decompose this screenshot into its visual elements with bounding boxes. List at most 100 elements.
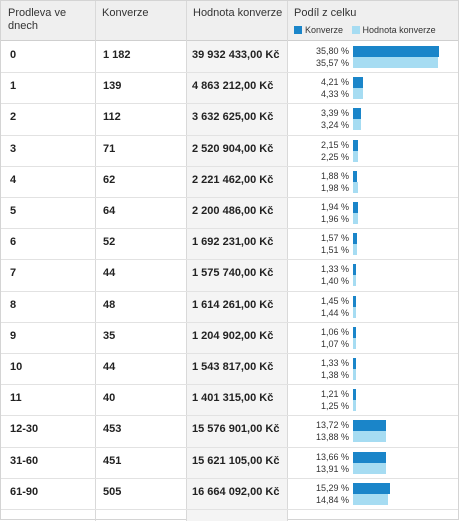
value-share-label: 1,98 % (320, 182, 349, 193)
value-cell: 1 204 902,00 Kč (192, 329, 274, 342)
value-share-label: 1,40 % (320, 276, 349, 287)
conversions-share-label: 1,06 % (320, 326, 349, 337)
value-share-bar (353, 275, 357, 287)
delay-cell: 11 (10, 392, 22, 405)
delay-cell: 7 (10, 267, 17, 280)
conversions-share-label: 3,39 % (320, 108, 349, 119)
value-column-shading (187, 41, 287, 521)
conversions-cell: 40 (103, 392, 116, 405)
delay-cell: 3 (10, 142, 17, 155)
conversions-cell: 453 (103, 423, 122, 436)
value-share-label: 2,25 % (320, 151, 349, 162)
value-share-label: 1,51 % (320, 245, 349, 256)
conversions-share-bar (353, 77, 364, 89)
conversions-share-bar (353, 139, 359, 151)
value-share-bar (353, 400, 356, 412)
conversions-share-label: 1,88 % (320, 170, 349, 181)
value-share-label: 4,33 % (320, 89, 349, 100)
table-row[interactable]: 61-90 505 16 664 092,00 Kč 15,29 % 14,84 % (1, 479, 458, 510)
delay-cell: 5 (10, 205, 17, 217)
table-row[interactable]: 10 44 1 543 817,00 Kč 1,33 % 1,38 % (1, 354, 458, 386)
conversions-cell: 71 (103, 142, 116, 155)
value-share-bar (353, 369, 357, 380)
conversions-share-label: 1,57 % (320, 233, 349, 244)
value-share-label: 1,38 % (320, 370, 349, 380)
table-row[interactable]: 12-30 453 15 576 901,00 Kč 13,72 % 13,88 % (1, 416, 458, 448)
header-delay[interactable]: Prodleva ve dnech (8, 7, 67, 32)
column-divider (287, 1, 288, 521)
conversions-cell: 48 (103, 298, 116, 311)
conversions-cell: 451 (103, 454, 122, 467)
delay-cell: 61-90 (10, 485, 39, 498)
value-share-bar (353, 462, 387, 474)
conversions-share-bar (353, 46, 439, 57)
conversions-cell: 64 (103, 205, 116, 217)
table-row[interactable]: 11 40 1 401 315,00 Kč 1,21 % 1,25 % (1, 385, 458, 417)
value-share-label: 3,24 % (320, 120, 349, 131)
value-share-bar (353, 88, 364, 100)
legend-value-label: Hodnota konverze (362, 25, 436, 35)
table-row[interactable]: 8 48 1 614 261,00 Kč 1,45 % 1,44 % (1, 292, 458, 323)
conversions-share-label: 1,21 % (320, 389, 349, 400)
value-cell: 2 520 904,00 Kč (192, 142, 274, 155)
header-share[interactable]: Podíl z celku (294, 7, 357, 19)
legend-conversions-swatch (294, 26, 302, 34)
value-cell: 16 664 092,00 Kč (192, 485, 280, 498)
conversions-cell: 112 (103, 111, 121, 124)
value-share-label: 1,44 % (320, 307, 349, 318)
delay-cell: 31-60 (10, 454, 39, 467)
value-share-bar (353, 431, 387, 443)
table-row[interactable]: 4 62 2 221 462,00 Kč 1,88 % 1,98 % (1, 167, 458, 198)
conversions-share-label: 35,80 % (315, 46, 349, 56)
value-cell: 1 401 315,00 Kč (192, 392, 274, 405)
delay-cell: 9 (10, 329, 17, 342)
value-share-bar (353, 57, 438, 68)
table-row[interactable]: 9 35 1 204 902,00 Kč 1,06 % 1,07 % (1, 323, 458, 354)
value-share-label: 1,07 % (320, 338, 349, 349)
conversions-share-bar (353, 108, 362, 120)
value-cell: 15 576 901,00 Kč (192, 423, 280, 436)
table-row[interactable]: 31-60 451 15 621 105,00 Kč 13,66 % 13,91 % (1, 448, 458, 479)
conversions-share-bar (353, 482, 390, 494)
conversions-share-bar (353, 264, 357, 276)
value-share-label: 14,84 % (315, 494, 349, 505)
conversions-share-bar (353, 326, 356, 338)
table-row[interactable]: 5 64 2 200 486,00 Kč 1,94 % 1,96 % (1, 198, 458, 230)
legend-conversions-label: Konverze (305, 25, 344, 35)
value-share-bar (353, 119, 361, 131)
value-cell: 2 221 462,00 Kč (192, 173, 274, 186)
value-share-label: 1,96 % (320, 214, 349, 224)
conversions-share-label: 2,15 % (320, 139, 349, 150)
conversions-cell: 52 (103, 236, 116, 249)
column-divider (186, 1, 187, 521)
legend-value-swatch (351, 26, 360, 34)
conversions-share-bar (353, 389, 356, 401)
value-cell: 1 575 740,00 Kč (192, 267, 274, 280)
conversions-share-label: 15,29 % (315, 482, 349, 493)
header-value[interactable]: Hodnota konverze (193, 7, 283, 19)
conversions-share-bar (353, 420, 386, 432)
table-row[interactable]: 6 52 1 692 231,00 Kč 1,57 % 1,51 % (1, 229, 458, 261)
delay-cell: 4 (10, 173, 17, 186)
value-cell: 39 932 433,00 Kč (192, 49, 280, 61)
header-conversions[interactable]: Konverze (102, 7, 149, 19)
value-share-bar (353, 306, 357, 318)
value-cell: 15 621 105,00 Kč (192, 454, 280, 467)
value-share-bar (353, 493, 389, 505)
table-row[interactable]: 0 1 182 39 932 433,00 Kč 35,80 % 35,57 % (1, 42, 458, 74)
conversions-share-label: 1,94 % (320, 202, 349, 212)
table-row[interactable]: 3 71 2 520 904,00 Kč 2,15 % 2,25 % (1, 136, 458, 167)
value-cell: 2 200 486,00 Kč (192, 205, 274, 217)
conversions-share-label: 1,33 % (320, 358, 349, 368)
conversions-cell: 44 (103, 267, 116, 280)
delay-cell: 2 (10, 111, 17, 124)
conversions-cell: 1 182 (103, 49, 131, 61)
table-header: Prodleva ve dnech Konverze Hodnota konve… (1, 1, 458, 41)
table-row[interactable]: 1 139 4 863 212,00 Kč 4,21 % 4,33 % (1, 73, 458, 105)
conversions-cell: 44 (103, 361, 116, 373)
table-row[interactable]: 7 44 1 575 740,00 Kč 1,33 % 1,40 % (1, 260, 458, 292)
value-share-bar (353, 181, 358, 193)
legend-value: Hodnota konverze (351, 25, 436, 35)
table-row[interactable]: 2 112 3 632 625,00 Kč 3,39 % 3,24 % (1, 104, 458, 136)
